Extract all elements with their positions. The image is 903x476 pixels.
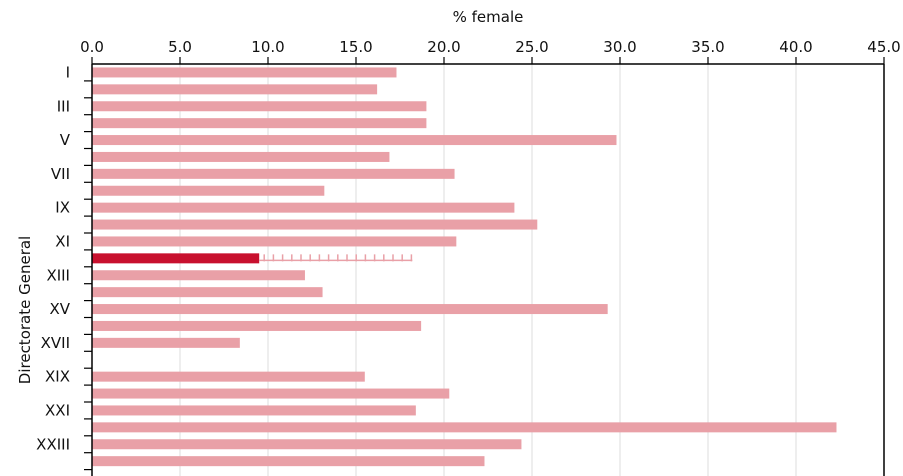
bar-i [92,67,397,78]
x-tick-label: 30.0 [603,38,636,56]
bar-iii [92,101,427,112]
bar-x [92,219,538,230]
x-axis-title: % female [453,8,524,26]
bar-ix [92,202,515,213]
x-tick-label: 5.0 [168,38,192,56]
y-tick-label: XIII [46,266,70,284]
bar-xvii [92,337,240,348]
axes: 0.0 5.0 10.0 15.0 20.0 25.0 30.0 35.0 40.0 45.0II… [36,38,901,476]
bar-xii [92,253,260,264]
bar-viii [92,185,325,196]
bars [92,67,837,467]
y-tick-label: IX [55,199,70,217]
x-tick-label: 15.0 [339,38,372,56]
bar-xv [92,304,608,315]
x-tick-label: 45.0 [867,38,900,56]
y-tick-label: I [66,63,70,81]
grid-lines [179,64,797,476]
y-tick-label: XVII [41,334,70,352]
bar-xxiii [92,439,522,450]
y-tick-label: XIX [45,368,70,386]
bar-xvi [92,320,422,331]
bar-vi [92,151,390,162]
bar-v [92,135,617,146]
bar-xix [92,371,365,382]
bar-xxii [92,422,837,433]
bar-xxiv [92,456,485,467]
y-tick-label: III [57,97,70,115]
x-tick-label: 25.0 [515,38,548,56]
bar-xxi [92,405,416,416]
y-tick-label: XXI [45,401,70,419]
y-tick-label: XV [49,300,70,318]
x-tick-label: 35.0 [691,38,724,56]
x-tick-label: 20.0 [427,38,460,56]
bar-xiv [92,287,323,298]
y-tick-label: XI [55,232,70,250]
x-tick-label: 0.0 [80,38,104,56]
bar-vii [92,168,455,179]
bar-ii [92,84,378,95]
bar-xx [92,388,450,399]
bar-iv [92,118,427,129]
y-tick-label: V [60,131,71,149]
y-tick-label: XXIII [36,435,70,453]
x-tick-label: 40.0 [779,38,812,56]
x-tick-label: 10.0 [251,38,284,56]
bar-xiii [92,270,305,281]
bar-xi [92,236,457,247]
y-tick-label: VII [51,165,70,183]
y-axis-title: Directorate General [16,236,34,384]
